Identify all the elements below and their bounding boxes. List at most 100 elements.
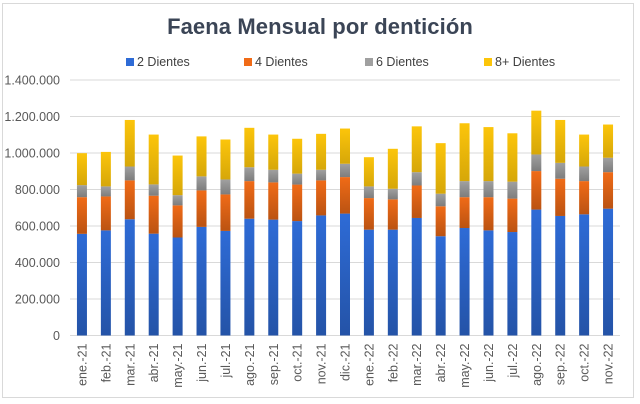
- bar-segment-2-dientes-nov.-22[interactable]: [603, 208, 614, 336]
- bar-segment-4-dientes-mar.-21[interactable]: [124, 180, 135, 220]
- bar-segment-6-dientes-sep.-21[interactable]: [268, 169, 279, 183]
- bar-segment-8-dientes-mar.-21[interactable]: [124, 119, 135, 167]
- bar-segment-8-dientes-jun.-22[interactable]: [483, 127, 494, 182]
- bar-segment-8-dientes-abr.-22[interactable]: [435, 143, 446, 194]
- bar-segment-4-dientes-jul.-22[interactable]: [507, 198, 518, 233]
- bar-segment-8-dientes-may.-22[interactable]: [459, 123, 470, 182]
- bar-segment-6-dientes-ago.-21[interactable]: [244, 167, 255, 182]
- bar-segment-4-dientes-abr.-21[interactable]: [148, 195, 159, 234]
- bar-segment-4-dientes-may.-21[interactable]: [172, 205, 183, 238]
- bar-segment-2-dientes-ago.-21[interactable]: [244, 218, 255, 336]
- bar-segment-6-dientes-jul.-21[interactable]: [220, 179, 231, 195]
- bar-segment-6-dientes-jul.-22[interactable]: [507, 181, 518, 199]
- legend-item-2-dientes[interactable]: 2 Dientes: [126, 55, 190, 69]
- bar-segment-8-dientes-abr.-21[interactable]: [148, 134, 159, 185]
- bar-segment-8-dientes-ago.-22[interactable]: [531, 110, 542, 155]
- bar-segment-2-dientes-oct.-22[interactable]: [579, 214, 590, 336]
- bar-segment-6-dientes-sep.-22[interactable]: [555, 162, 566, 179]
- bar-segment-2-dientes-abr.-21[interactable]: [148, 233, 159, 336]
- gridlines: [70, 79, 620, 336]
- bar-segment-8-dientes-oct.-21[interactable]: [292, 138, 303, 174]
- bar-segment-4-dientes-mar.-22[interactable]: [411, 185, 422, 218]
- bar-segment-8-dientes-jul.-22[interactable]: [507, 133, 518, 182]
- bar-segment-6-dientes-ago.-22[interactable]: [531, 154, 542, 172]
- bar-segment-4-dientes-sep.-22[interactable]: [555, 178, 566, 216]
- bar-segment-2-dientes-feb.-22[interactable]: [387, 229, 398, 336]
- bar-segment-2-dientes-jul.-22[interactable]: [507, 232, 518, 336]
- bar-segment-8-dientes-sep.-21[interactable]: [268, 134, 279, 170]
- bar-segment-2-dientes-sep.-21[interactable]: [268, 219, 279, 336]
- bar-segment-8-dientes-jun.-21[interactable]: [196, 136, 207, 177]
- bar-segment-4-dientes-jun.-21[interactable]: [196, 190, 207, 227]
- bar-segment-8-dientes-nov.-21[interactable]: [316, 133, 327, 170]
- bar-segment-4-dientes-nov.-21[interactable]: [316, 180, 327, 216]
- bar-segment-2-dientes-jun.-22[interactable]: [483, 230, 494, 336]
- bar-segment-6-dientes-mar.-21[interactable]: [124, 166, 135, 181]
- bar-segment-6-dientes-abr.-22[interactable]: [435, 193, 446, 207]
- bar-segment-4-dientes-sep.-21[interactable]: [268, 182, 279, 220]
- bar-segment-6-dientes-nov.-21[interactable]: [316, 169, 327, 181]
- bar-segment-4-dientes-dic.-21[interactable]: [340, 177, 350, 214]
- bar-segment-2-dientes-oct.-21[interactable]: [292, 221, 303, 336]
- bar-segment-4-dientes-feb.-22[interactable]: [387, 199, 398, 230]
- bar-segment-6-dientes-ene.-21[interactable]: [76, 185, 87, 198]
- bar-segment-6-dientes-feb.-21[interactable]: [100, 186, 111, 197]
- legend-item-4-dientes[interactable]: 4 Dientes: [244, 55, 308, 69]
- x-tick-label: oct.-22: [578, 343, 592, 381]
- bar-segment-6-dientes-oct.-21[interactable]: [292, 173, 303, 185]
- bar-segment-4-dientes-feb.-21[interactable]: [100, 196, 111, 231]
- bar-segment-4-dientes-abr.-22[interactable]: [435, 206, 446, 237]
- bar-segment-4-dientes-ene.-22[interactable]: [363, 198, 374, 230]
- bar-segment-6-dientes-jun.-22[interactable]: [483, 181, 494, 198]
- bar-segment-6-dientes-oct.-22[interactable]: [579, 166, 590, 182]
- bar-segment-2-dientes-feb.-21[interactable]: [100, 230, 111, 336]
- bar-segment-4-dientes-oct.-21[interactable]: [292, 184, 303, 222]
- bar-segment-2-dientes-may.-22[interactable]: [459, 228, 470, 336]
- bar-segment-8-dientes-nov.-22[interactable]: [603, 124, 614, 158]
- bar-segment-8-dientes-ene.-22[interactable]: [363, 157, 374, 187]
- bar-segment-6-dientes-nov.-22[interactable]: [603, 157, 614, 173]
- bar-segment-2-dientes-mar.-22[interactable]: [411, 217, 422, 336]
- bar-segment-6-dientes-jun.-21[interactable]: [196, 176, 207, 191]
- bar-segment-8-dientes-may.-21[interactable]: [172, 155, 183, 196]
- bar-segment-2-dientes-sep.-22[interactable]: [555, 215, 566, 336]
- bar-segment-4-dientes-may.-22[interactable]: [459, 197, 470, 229]
- bar-segment-8-dientes-mar.-22[interactable]: [411, 126, 422, 173]
- bar-segment-8-dientes-sep.-22[interactable]: [555, 119, 566, 163]
- bar-segment-8-dientes-feb.-22[interactable]: [387, 148, 398, 189]
- bar-segment-2-dientes-dic.-21[interactable]: [340, 213, 350, 336]
- legend-item-6-dientes[interactable]: 6 Dientes: [365, 55, 429, 69]
- bar-segment-8-dientes-ene.-21[interactable]: [76, 153, 87, 186]
- legend-swatch-6-dientes: [365, 58, 373, 66]
- bar-segment-8-dientes-jul.-21[interactable]: [220, 139, 231, 180]
- bar-segment-2-dientes-ene.-22[interactable]: [363, 229, 374, 336]
- bar-segment-6-dientes-mar.-22[interactable]: [411, 172, 422, 186]
- bar-segment-2-dientes-jul.-21[interactable]: [220, 230, 231, 336]
- legend-item-8-dientes[interactable]: 8+ Dientes: [484, 55, 555, 69]
- bar-segment-6-dientes-ene.-22[interactable]: [363, 186, 374, 199]
- y-tick-label: 1.200.000: [4, 110, 60, 124]
- bar-segment-4-dientes-ago.-21[interactable]: [244, 181, 255, 219]
- bar-segment-8-dientes-ago.-21[interactable]: [244, 127, 255, 168]
- bar-segment-2-dientes-jun.-21[interactable]: [196, 226, 207, 336]
- bar-segment-6-dientes-feb.-22[interactable]: [387, 188, 398, 200]
- bar-segment-6-dientes-dic.-21[interactable]: [340, 163, 350, 178]
- bar-segment-4-dientes-jun.-22[interactable]: [483, 197, 494, 231]
- bar-segment-4-dientes-ago.-22[interactable]: [531, 171, 542, 210]
- bar-segment-4-dientes-jul.-21[interactable]: [220, 194, 231, 231]
- bar-segment-8-dientes-feb.-21[interactable]: [100, 151, 111, 187]
- bar-segment-4-dientes-ene.-21[interactable]: [76, 197, 87, 234]
- bar-segment-2-dientes-mar.-21[interactable]: [124, 219, 135, 336]
- bar-segment-6-dientes-may.-22[interactable]: [459, 181, 470, 198]
- bar-segment-4-dientes-oct.-22[interactable]: [579, 181, 590, 215]
- bar-segment-2-dientes-abr.-22[interactable]: [435, 236, 446, 336]
- bar-segment-2-dientes-ene.-21[interactable]: [76, 233, 87, 336]
- bar-segment-6-dientes-may.-21[interactable]: [172, 195, 183, 206]
- bar-segment-2-dientes-ago.-22[interactable]: [531, 209, 542, 336]
- bar-segment-8-dientes-dic.-21[interactable]: [340, 128, 350, 164]
- bar-segment-8-dientes-oct.-22[interactable]: [579, 134, 590, 167]
- bar-segment-2-dientes-nov.-21[interactable]: [316, 215, 327, 336]
- bar-segment-6-dientes-abr.-21[interactable]: [148, 184, 159, 196]
- bar-segment-4-dientes-nov.-22[interactable]: [603, 172, 614, 209]
- bar-segment-2-dientes-may.-21[interactable]: [172, 237, 183, 336]
